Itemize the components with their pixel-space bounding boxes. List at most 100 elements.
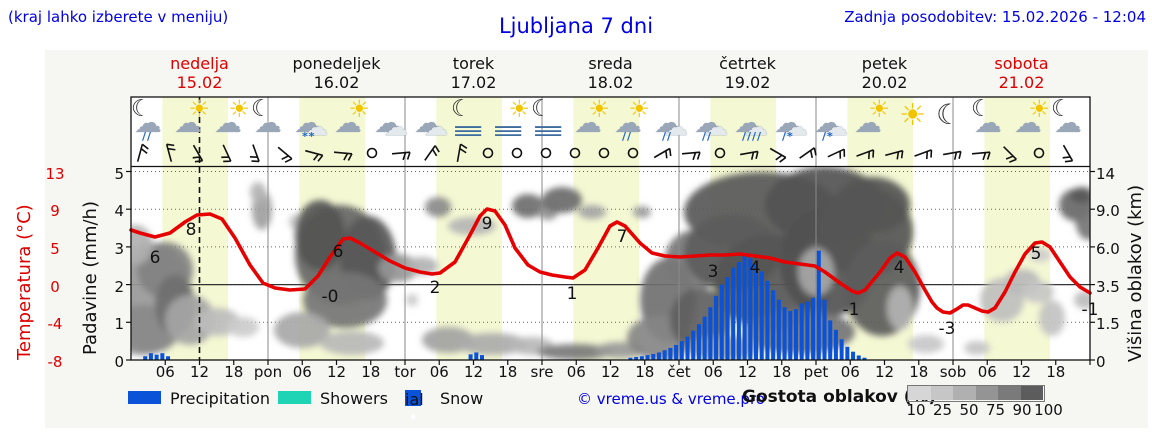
- cloud-blob: [456, 333, 528, 355]
- wind-barb-icon: [799, 147, 817, 159]
- precip-bar: [628, 357, 633, 360]
- wind-barb-icon: [136, 143, 149, 162]
- wind-barb-icon: [653, 147, 672, 159]
- cloud-tick-label: 9.0: [1096, 202, 1120, 221]
- wind-barb-glyph: [192, 144, 204, 163]
- temperature-value-label: 9: [481, 214, 493, 234]
- day-name: četrtek: [719, 54, 776, 73]
- cloud-glyph: ☁: [214, 106, 242, 139]
- precip-glyph: //: [702, 130, 713, 143]
- day-header-nedelja: nedelja 15.02: [131, 54, 268, 92]
- weather-icon-sun: ☀: [890, 99, 930, 141]
- precip-bar: [776, 299, 781, 360]
- precip-bar: [851, 351, 856, 360]
- x-day-label: tor: [394, 363, 416, 381]
- wind-barb-icon: [424, 145, 440, 161]
- wind-barb-glyph: [971, 151, 991, 161]
- temperature-value-label: -0: [321, 287, 339, 307]
- sun-glyph: ☀: [228, 95, 250, 123]
- x-hour-label: 18: [1046, 363, 1066, 381]
- precip-bar: [828, 320, 833, 360]
- precip-bar: [480, 355, 485, 360]
- cloud-density-segment: [1020, 386, 1043, 400]
- wind-barb-icon: [391, 151, 411, 161]
- weather-icon-moon-cloud: ☾ ☁: [1050, 98, 1090, 141]
- temperature-value-label: 5: [1030, 244, 1042, 264]
- x-day-label: sob: [939, 363, 967, 381]
- precip-bar: [788, 310, 793, 360]
- wind-calm-icon: [540, 147, 552, 159]
- wind-barb-glyph: [799, 147, 817, 159]
- temperature-value-label: 4: [893, 258, 905, 278]
- wind-barb-glyph: [136, 143, 149, 162]
- weather-icon-sun-rain: ☀ ☁//: [610, 97, 650, 142]
- x-hour-label: 18: [772, 363, 792, 381]
- precip-tick-label: 3: [114, 239, 124, 258]
- cloud-blob: [578, 205, 606, 219]
- wind-barb-glyph: [856, 149, 875, 160]
- cloud-blob: [964, 341, 990, 355]
- cloud-blob: [165, 295, 215, 345]
- precip-tick-label: 4: [114, 202, 124, 221]
- x-hour-label: 12: [1011, 363, 1032, 381]
- precip-tick-label: 1: [114, 315, 124, 334]
- moon-glyph: ☾: [531, 96, 552, 122]
- x-hour-label: 06: [292, 363, 312, 381]
- day-date: 17.02: [450, 73, 497, 92]
- cloud2-glyph: ☁: [704, 113, 728, 141]
- weather-icon-sun-cloud: ☀ ☁: [850, 97, 890, 141]
- wind-barb-glyph: [1062, 144, 1074, 163]
- wind-calm-icon: [1033, 147, 1045, 159]
- cloud-blob: [1075, 196, 1090, 240]
- cloud-tick-label: 0: [1096, 353, 1106, 371]
- showers-swatch: [278, 391, 311, 404]
- wind-barb-icon: [885, 149, 904, 160]
- snow-swatch-star-icon: ial ★: [405, 390, 424, 423]
- wind-barb-glyph: [769, 147, 787, 163]
- cloud-density-segment: [908, 386, 931, 400]
- cloud-blob: [834, 177, 910, 233]
- wind-barb-icon: [942, 150, 962, 160]
- wind-calm-icon: [598, 147, 610, 159]
- wind-barb-icon: [971, 151, 991, 161]
- x-hour-label: 12: [326, 363, 347, 381]
- cloud-glyph: ☁: [294, 106, 322, 139]
- cloud-blob: [448, 217, 496, 235]
- precip-glyph: /*: [782, 130, 794, 143]
- precip-bar: [822, 299, 827, 360]
- wind-barb-glyph: [391, 151, 411, 161]
- cloud-glyph: ☁: [654, 106, 682, 139]
- cloud-tick-label: 1.5: [1096, 315, 1120, 334]
- credit-link[interactable]: © vreme.us & vreme.pro: [577, 390, 765, 408]
- cloud-density-tick-label: 50: [959, 401, 979, 419]
- wind-barb-icon: [856, 149, 875, 160]
- sun-glyph: ☀: [508, 95, 530, 123]
- day-name: petek: [861, 54, 908, 73]
- precip-bar: [639, 356, 644, 360]
- precip-bar: [674, 344, 679, 360]
- temp-axis-title: Temperatura (°C): [14, 204, 35, 360]
- weather-icon-sun-cloud: ☀ ☁: [1010, 97, 1050, 141]
- showers-legend-label: Showers: [320, 389, 388, 408]
- cloud-glyph: ☁: [1054, 106, 1082, 139]
- cloud-blob: [1039, 300, 1065, 336]
- cloud-glyph: ☁: [854, 106, 882, 139]
- precip-bar: [691, 330, 696, 360]
- wind-barb-icon: [456, 143, 468, 163]
- sun-glyph: ☀: [188, 95, 210, 123]
- cloud-blob: [887, 286, 913, 330]
- day-name: torek: [452, 54, 495, 73]
- precip-bar: [811, 297, 816, 360]
- cloud2-glyph: ☁: [664, 113, 688, 141]
- location-hint: (kraj lahko izberete v meniju): [8, 8, 229, 26]
- precip-bar: [725, 277, 730, 360]
- x-hour-label: 18: [909, 363, 929, 381]
- day-name: nedelja: [170, 54, 229, 73]
- x-hour-label: 06: [566, 363, 586, 381]
- wind-calm-icon: [482, 147, 494, 159]
- day-name: sobota: [994, 54, 1049, 73]
- precip-bar: [833, 329, 838, 360]
- moon-glyph: ☾: [971, 96, 992, 122]
- precip-bar: [154, 354, 159, 360]
- day-header-ponedeljek: ponedeljek 16.02: [268, 54, 405, 92]
